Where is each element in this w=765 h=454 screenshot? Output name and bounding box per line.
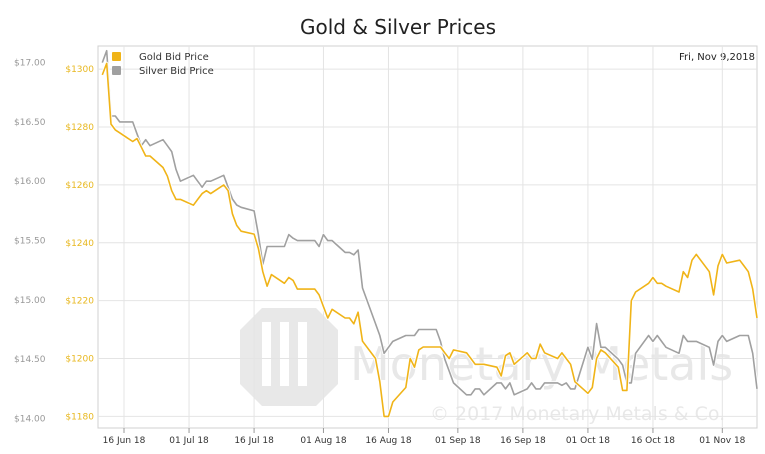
x-tick-label: 16 Sep 18 [500, 436, 546, 446]
x-tick-label: 16 Jul 18 [234, 436, 274, 446]
x-tick-label: 01 Nov 18 [699, 436, 745, 446]
x-tick-label: 16 Oct 18 [631, 436, 675, 446]
x-tick-label: 01 Aug 18 [300, 436, 346, 446]
series-line-silver [101, 49, 758, 396]
x-tick-label: 01 Sep 18 [435, 436, 481, 446]
y-right-tick-label: $15.00 [14, 296, 46, 306]
y-left-tick-label: $1260 [65, 181, 94, 191]
legend-swatch-silver [112, 66, 121, 75]
series-line-gold [101, 62, 758, 418]
y-right-tick-label: $16.00 [14, 177, 46, 187]
y-right-tick-label: $14.50 [14, 355, 46, 365]
legend: Gold Bid Price Silver Bid Price [112, 52, 214, 77]
series-lines [100, 48, 759, 419]
y-axis-left: $1300 $1280 $1260 $1240 $1220 $1200 $1180 [65, 65, 94, 422]
x-tick-label: 16 Aug 18 [365, 436, 411, 446]
y-axis-right: $17.00 $16.50 $16.00 $15.50 $15.00 $14.50 $14.… [14, 59, 46, 425]
y-right-tick-label: $15.50 [14, 237, 46, 247]
y-left-tick-label: $1280 [65, 123, 94, 133]
y-left-tick-label: $1220 [65, 297, 94, 307]
x-tick-label: 01 Oct 18 [566, 436, 610, 446]
legend-label-gold: Gold Bid Price [139, 52, 209, 63]
legend-item-gold[interactable]: Gold Bid Price [112, 52, 209, 63]
date-label: Fri, Nov 9,2018 [679, 52, 755, 63]
y-left-tick-label: $1240 [65, 239, 94, 249]
legend-swatch-gold [112, 52, 121, 61]
y-left-tick-label: $1180 [65, 412, 94, 422]
x-axis: 16 Jun 18 01 Jul 18 16 Jul 18 01 Aug 18 16 A… [103, 428, 746, 446]
y-right-tick-label: $14.00 [14, 415, 46, 425]
x-tick-label: 01 Jul 18 [169, 436, 209, 446]
x-tick-label: 16 Jun 18 [103, 436, 146, 446]
plot-frame [97, 45, 758, 429]
y-right-tick-label: $17.00 [14, 59, 46, 69]
legend-label-silver: Silver Bid Price [139, 66, 214, 77]
y-right-tick-label: $16.50 [14, 118, 46, 128]
legend-item-silver[interactable]: Silver Bid Price [112, 66, 214, 77]
watermark-logo-icon [240, 308, 338, 406]
grid [97, 45, 758, 429]
y-left-tick-label: $1300 [65, 65, 94, 75]
chart-title: Gold & Silver Prices [300, 15, 496, 39]
copyright-text: © 2017 Monetary Metals & Co. [430, 403, 725, 425]
y-left-tick-label: $1200 [65, 355, 94, 365]
